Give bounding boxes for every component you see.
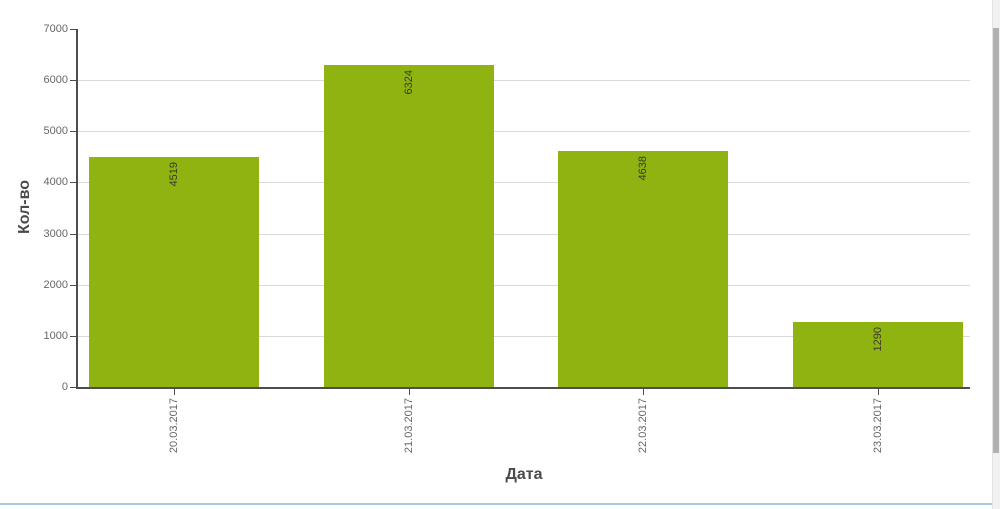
gridline	[78, 335, 970, 337]
y-tick-label: 6000	[43, 74, 68, 87]
y-tick-label: 1000	[43, 329, 68, 342]
y-tick-label: 2000	[43, 278, 68, 291]
gridline	[78, 233, 970, 235]
gridline	[78, 182, 970, 184]
y-tick-label: 4000	[43, 176, 68, 189]
bar[interactable]	[793, 322, 963, 388]
y-tick-label: 3000	[43, 227, 68, 240]
x-tick-label: 22.03.2017	[637, 398, 649, 454]
y-tick	[70, 131, 78, 133]
y-tick	[70, 284, 78, 286]
x-axis-line	[76, 387, 970, 389]
x-tick	[878, 389, 879, 395]
x-tick	[409, 389, 410, 395]
bar[interactable]	[558, 150, 728, 388]
y-tick	[70, 182, 78, 184]
y-tick	[70, 233, 78, 235]
x-tick-label: 20.03.2017	[168, 398, 180, 454]
vertical-scrollbar-thumb[interactable]	[993, 28, 999, 453]
y-tick	[70, 335, 78, 337]
gridline	[78, 284, 970, 286]
bar-value-label: 4519	[168, 161, 180, 187]
y-tick-label: 0	[61, 381, 68, 393]
x-axis-title: Дата	[505, 466, 543, 483]
y-tick-label: 5000	[43, 125, 68, 138]
y-tick	[70, 387, 78, 388]
panel-top-border	[0, 503, 992, 505]
bar[interactable]	[324, 64, 494, 388]
bar-value-label: 6324	[403, 69, 415, 95]
x-tick	[643, 389, 644, 395]
bar-value-label: 1290	[872, 327, 884, 352]
x-tick	[174, 389, 175, 395]
y-tick	[70, 29, 78, 30]
y-tick	[70, 80, 78, 82]
bar[interactable]	[89, 156, 259, 388]
bar-value-label: 4638	[637, 155, 649, 181]
y-axis-line	[76, 30, 78, 389]
x-tick-label: 23.03.2017	[872, 398, 884, 454]
gridline	[78, 80, 970, 82]
gridline	[78, 131, 970, 133]
x-tick-label: 21.03.2017	[403, 398, 415, 454]
y-tick-label: 7000	[43, 23, 68, 35]
